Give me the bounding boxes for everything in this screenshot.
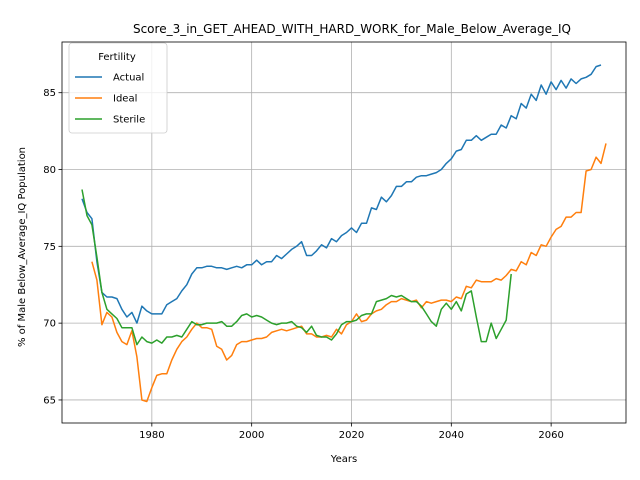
x-tick-label: 2040 bbox=[439, 430, 464, 441]
y-tick-label: 70 bbox=[43, 319, 56, 330]
x-tick-label: 2000 bbox=[239, 430, 264, 441]
grid bbox=[62, 42, 626, 423]
legend: Fertility Actual Ideal Sterile bbox=[68, 42, 168, 134]
y-tick-label: 65 bbox=[43, 395, 56, 406]
legend-entries: Actual Ideal Sterile bbox=[75, 73, 145, 126]
x-tick-label: 2060 bbox=[538, 430, 563, 441]
series-lines bbox=[81, 64, 607, 403]
y-tick-label: 80 bbox=[43, 165, 56, 176]
legend-label-ideal: Ideal bbox=[113, 94, 137, 105]
legend-label-actual: Actual bbox=[113, 73, 144, 84]
y-axis-ticks: 65 70 75 80 85 bbox=[43, 88, 62, 406]
series-line-actual bbox=[81, 64, 602, 324]
y-tick-label: 75 bbox=[43, 242, 56, 253]
axes-frame bbox=[61, 41, 627, 424]
plot-area: 1980 2000 2020 2040 2060 65 70 75 80 85 bbox=[43, 41, 627, 441]
x-axis-ticks: 1980 2000 2020 2040 2060 bbox=[139, 423, 564, 441]
legend-label-sterile: Sterile bbox=[113, 115, 145, 126]
x-tick-label: 1980 bbox=[139, 430, 164, 441]
x-axis-label: Years bbox=[330, 454, 357, 465]
legend-title: Fertility bbox=[98, 52, 136, 63]
y-tick-label: 85 bbox=[43, 88, 56, 99]
legend-box bbox=[68, 42, 168, 134]
chart-title: Score_3_in_GET_AHEAD_WITH_HARD_WORK_for_… bbox=[133, 22, 571, 36]
y-axis-label: % of Male Below_Average_IQ Population bbox=[17, 147, 28, 347]
series-line-sterile bbox=[81, 189, 512, 346]
x-tick-label: 2020 bbox=[339, 430, 364, 441]
series-line-ideal bbox=[91, 143, 607, 403]
